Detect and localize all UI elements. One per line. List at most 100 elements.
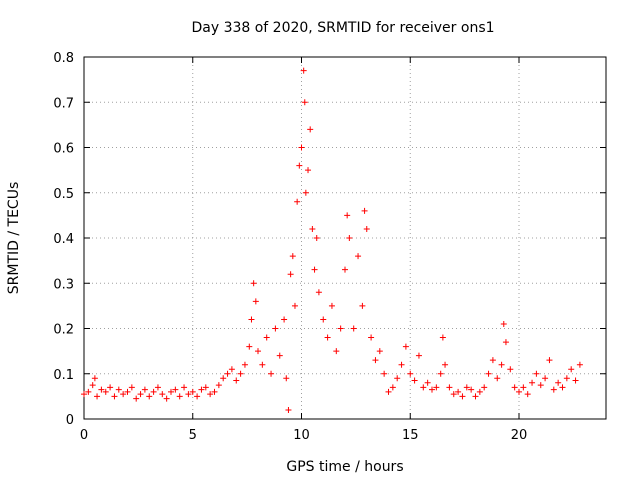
data-point [233,377,240,384]
data-point [111,393,118,400]
data-point [91,375,98,382]
data-point [309,225,316,232]
data-point [500,320,507,327]
data-point [120,391,127,398]
data-point [228,366,235,373]
data-point [215,382,222,389]
data-point [450,391,457,398]
data-point [568,366,575,373]
data-point [307,126,314,133]
data-point [224,370,231,377]
data-point [305,167,312,174]
data-point [259,361,266,368]
data-point [433,384,440,391]
data-point [281,316,288,323]
data-point [102,388,109,395]
data-point [476,388,483,395]
x-tick-label: 10 [293,428,310,443]
y-tick-label: 0.8 [53,51,74,66]
data-point [546,357,553,364]
y-tick-label: 0.7 [53,96,74,111]
x-tick-label: 15 [402,428,419,443]
data-point [298,144,305,151]
data-point [115,386,122,393]
data-point [159,391,166,398]
data-point [359,302,366,309]
data-point [89,382,96,389]
data-point [381,370,388,377]
data-point [81,391,87,398]
data-point [137,391,144,398]
data-point [524,391,531,398]
data-point [263,334,270,341]
data-point [463,384,470,391]
data-point [328,302,335,309]
data-point [168,388,174,395]
data-point [285,406,292,413]
data-point [154,384,161,391]
data-point [489,357,496,364]
data-point [176,393,183,400]
y-tick-label: 0.1 [53,368,74,383]
data-point [429,386,435,393]
data-point [248,316,255,323]
y-tick-label: 0.3 [53,277,74,292]
data-point [163,395,170,402]
data-point [459,393,466,400]
data-point [146,393,153,400]
axis-ticks: 0 0.1 0.2 0.3 0.4 0.5 0.6 0.7 0.8 0 5 10 15 20 [53,51,606,443]
data-point [107,384,114,391]
data-point [446,384,453,391]
data-point [172,386,179,393]
data-point [185,391,192,398]
data-point [294,198,301,205]
data-point [252,298,259,305]
data-point [363,225,370,232]
data-point [372,357,379,364]
data-point [563,375,570,382]
data-point [198,386,205,393]
data-point [342,266,348,273]
data-point [300,67,307,74]
data-point [502,339,509,346]
data-point [420,384,427,391]
data-point [511,384,518,391]
data-point [355,253,362,260]
data-point [324,334,331,341]
data-point [346,235,353,241]
data-point [507,366,514,373]
x-tick-label: 0 [80,428,88,443]
data-point [181,384,188,391]
y-tick-label: 0.5 [53,187,74,202]
data-point [296,162,303,169]
y-tick-label: 0.4 [53,232,74,247]
data-point [333,348,340,355]
data-point [494,375,501,382]
data-point [537,382,544,389]
data-point [194,393,201,400]
data-point [150,388,157,395]
x-axis-label: GPS time / hours [286,459,403,475]
data-point [344,212,351,219]
data-point [572,377,579,384]
data-point [311,266,318,273]
y-tick-label: 0.2 [53,323,74,338]
data-point [283,375,290,382]
data-point [320,316,327,323]
data-point [398,361,405,368]
data-point [407,370,414,377]
data-point [291,302,298,309]
data-point [376,348,383,355]
data-point [520,384,527,391]
data-point [368,334,375,341]
data-point [576,361,583,368]
data-point [237,370,244,377]
data-point [276,352,283,359]
data-point [220,375,227,382]
data-point [313,235,320,241]
data-point [189,388,196,395]
data-point [550,386,557,393]
data-point [555,379,562,386]
data-point [442,361,449,368]
